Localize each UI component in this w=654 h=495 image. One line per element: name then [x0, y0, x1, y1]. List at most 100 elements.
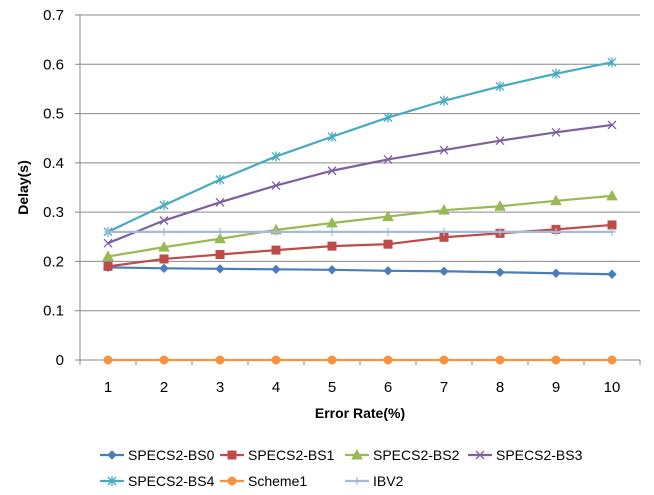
data-point	[159, 254, 169, 264]
x-tick-label: 3	[216, 379, 224, 396]
data-point	[271, 245, 281, 255]
data-point	[495, 81, 505, 92]
legend-swatch-marker	[107, 476, 117, 486]
gridlines	[80, 14, 640, 312]
data-point	[327, 265, 337, 275]
data-point	[103, 261, 113, 271]
data-point	[552, 227, 560, 236]
data-point	[551, 355, 561, 365]
data-point	[271, 264, 281, 275]
data-point	[328, 227, 336, 236]
series-line	[107, 194, 613, 258]
data-point	[327, 241, 337, 251]
data-point	[607, 220, 617, 230]
data-point	[551, 268, 561, 278]
data-point	[327, 131, 337, 142]
legend-label: SPECS2-BS1	[248, 447, 335, 463]
data-point	[438, 204, 450, 215]
data-point	[102, 250, 114, 261]
data-point	[440, 227, 448, 236]
data-point	[327, 166, 337, 176]
data-point	[160, 227, 168, 236]
x-tick-label: 10	[604, 379, 621, 396]
data-point	[439, 355, 449, 365]
legend-label: SPECS2-BS0	[128, 447, 215, 463]
data-point	[495, 355, 505, 365]
data-point	[496, 227, 504, 236]
data-point	[159, 200, 169, 211]
series-specs2-bs2	[102, 189, 618, 261]
data-point	[158, 241, 170, 252]
data-point	[271, 151, 281, 162]
y-tick-label: 0.6	[43, 56, 64, 73]
legend-swatch-marker	[353, 477, 361, 485]
x-tick-label: 5	[328, 379, 336, 396]
data-point	[159, 216, 169, 225]
data-point	[495, 267, 505, 277]
x-tick-label: 2	[160, 379, 168, 396]
data-point	[215, 355, 225, 365]
y-tick-label: 0.3	[43, 204, 64, 221]
y-axis-title: Delay(s)	[15, 160, 31, 214]
data-point	[271, 355, 281, 365]
legend-item: SPECS2-BS1	[220, 447, 335, 463]
data-point	[103, 238, 113, 248]
x-tick-labels: 1 2 3 4 5 6 7 8 9 10	[104, 379, 621, 396]
data-point	[607, 57, 617, 68]
data-point	[383, 355, 393, 365]
series-specs2-bs3	[103, 120, 617, 248]
data-point	[384, 227, 392, 236]
legend: SPECS2-BS0 SPECS2-BS1 SPECS2-BS2 SPECS2-BS3…	[100, 447, 583, 489]
data-point	[103, 355, 113, 365]
legend-item: IBV2	[345, 473, 404, 489]
x-tick-label: 4	[272, 379, 280, 396]
y-tick-label: 0.4	[43, 155, 64, 172]
y-tick-label: 0	[56, 352, 64, 369]
series-line	[107, 61, 613, 233]
x-axis-title: Error Rate(%)	[315, 405, 405, 421]
legend-swatch-marker	[475, 450, 485, 460]
legend-label: SPECS2-BS3	[496, 447, 583, 463]
legend-swatch-marker	[107, 450, 117, 460]
data-point	[607, 269, 617, 279]
x-tick-label: 6	[384, 379, 392, 396]
data-point	[159, 355, 169, 365]
data-point	[495, 136, 505, 146]
x-tick-label: 9	[552, 379, 560, 396]
data-point	[439, 145, 449, 155]
series-ibv2	[104, 227, 616, 236]
data-point	[327, 355, 337, 365]
data-point	[608, 227, 616, 236]
x-tick-label: 8	[496, 379, 504, 396]
legend-label: SPECS2-BS2	[373, 447, 460, 463]
data-point	[439, 266, 449, 276]
data-point	[550, 194, 562, 206]
y-tick-labels: 0 0.1 0.2 0.3 0.4 0.5 0.6 0.7	[43, 7, 64, 369]
data-point	[606, 189, 618, 201]
data-point	[551, 127, 561, 137]
data-point	[607, 355, 617, 365]
data-point	[383, 266, 393, 276]
series-specs2-bs0	[103, 262, 617, 279]
legend-label: IBV2	[373, 473, 404, 489]
x-tick-label: 7	[440, 379, 448, 396]
legend-item: SPECS2-BS3	[468, 447, 583, 463]
data-point	[271, 181, 281, 190]
data-point	[439, 95, 449, 106]
y-tick-label: 0.2	[43, 253, 64, 270]
series-scheme1	[103, 355, 617, 365]
data-point	[326, 216, 338, 228]
data-point	[383, 112, 393, 123]
data-point	[215, 174, 225, 185]
y-tick-label: 0.7	[43, 7, 64, 24]
x-tick-label: 1	[104, 379, 112, 396]
y-tick-label: 0.1	[43, 303, 64, 320]
data-point	[494, 200, 506, 211]
data-point	[272, 227, 280, 236]
series-specs2-bs4	[103, 57, 617, 237]
data-point	[214, 232, 226, 244]
legend-item: Scheme1	[220, 473, 307, 489]
series-line	[107, 266, 613, 276]
